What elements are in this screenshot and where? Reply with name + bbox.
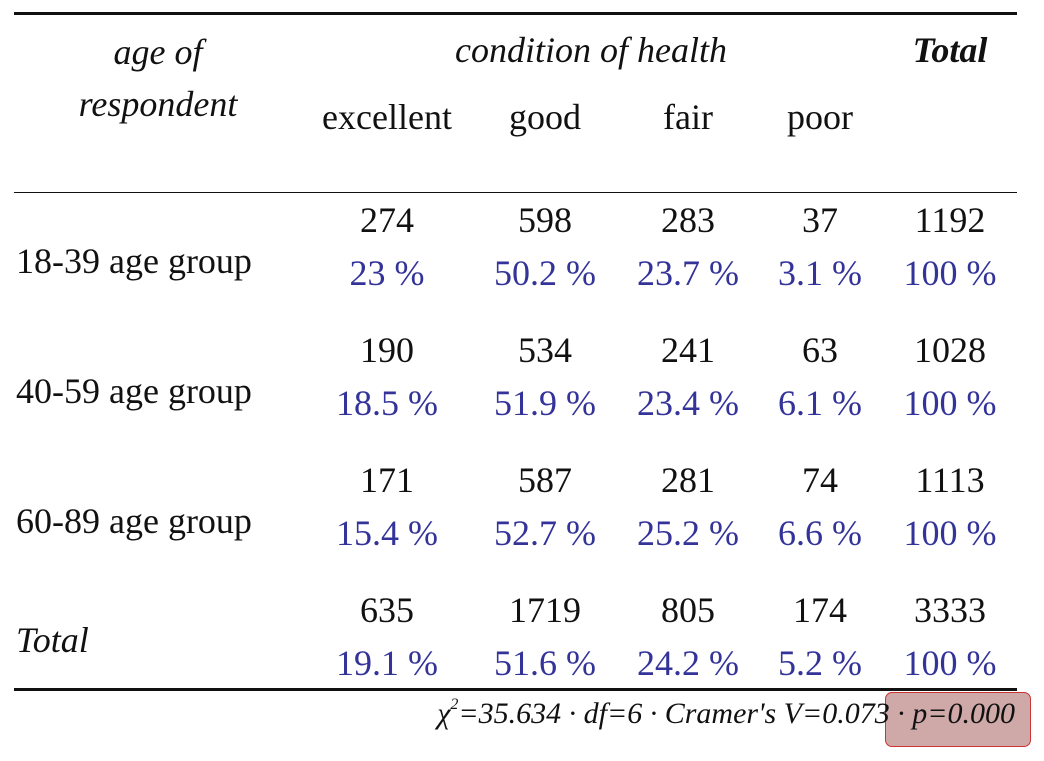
cell-percent: 3.1 % (778, 253, 862, 293)
row-variable-label-line1: age of (113, 32, 203, 72)
cell-count: 283 (661, 200, 715, 240)
cell-percent: 50.2 % (494, 253, 596, 293)
category-header-fair: fair (663, 97, 713, 137)
cell-percent: 6.1 % (778, 383, 862, 423)
header-rule (14, 192, 1017, 193)
cell-count: 281 (661, 460, 715, 500)
cell-count-total: 1028 (914, 330, 986, 370)
chi-square-statistics: χ2=35.634 · df=6 · Cramer's V=0.073 · p=… (437, 697, 1015, 729)
p-value-highlight (885, 692, 1031, 747)
bottom-rule (14, 688, 1017, 691)
cell-percent: 52.7 % (494, 513, 596, 553)
row-label-60-89: 60-89 age group (16, 501, 252, 541)
chi-square-values: =35.634 · df=6 · Cramer's V=0.073 · (458, 697, 913, 730)
cell-percent: 6.6 % (778, 513, 862, 553)
category-header-excellent: excellent (322, 97, 452, 137)
cell-count-total: 3333 (914, 590, 986, 630)
cell-count: 241 (661, 330, 715, 370)
row-label-total: Total (16, 620, 89, 660)
cell-percent-total: 100 % (903, 383, 997, 423)
cell-count: 598 (518, 200, 572, 240)
row-variable-label-line2: respondent (78, 84, 238, 124)
cell-percent: 25.2 % (637, 513, 739, 553)
row-label-18-39: 18-39 age group (16, 241, 252, 281)
chi-superscript: 2 (450, 696, 459, 713)
cell-count: 190 (360, 330, 414, 370)
column-variable-label: condition of health (455, 30, 727, 70)
cell-percent: 18.5 % (336, 383, 438, 423)
cell-count: 171 (360, 460, 414, 500)
cell-count-total: 1113 (915, 460, 985, 500)
cell-count: 1719 (509, 590, 581, 630)
top-rule (14, 12, 1017, 15)
p-value: p=0.000 (912, 697, 1015, 730)
cell-count: 534 (518, 330, 572, 370)
cell-percent-total: 100 % (903, 513, 997, 553)
cell-count: 63 (802, 330, 838, 370)
cell-percent: 15.4 % (336, 513, 438, 553)
total-column-header: Total (912, 30, 988, 70)
cell-count: 74 (802, 460, 838, 500)
cell-percent: 5.2 % (778, 643, 862, 683)
cell-percent: 19.1 % (336, 643, 438, 683)
category-header-poor: poor (787, 97, 853, 137)
cell-count: 174 (793, 590, 847, 630)
cell-count: 274 (360, 200, 414, 240)
cell-count-total: 1192 (914, 200, 986, 240)
cell-percent: 23.7 % (637, 253, 739, 293)
cell-percent: 51.6 % (494, 643, 596, 683)
cell-percent: 23 % (349, 253, 425, 293)
cell-count: 805 (661, 590, 715, 630)
cell-count: 635 (360, 590, 414, 630)
cell-count: 37 (802, 200, 838, 240)
cell-percent-total: 100 % (903, 643, 997, 683)
cell-percent: 51.9 % (494, 383, 596, 423)
cell-percent-total: 100 % (903, 253, 997, 293)
category-header-good: good (509, 97, 581, 137)
chi-symbol: χ (437, 697, 451, 730)
cell-percent: 23.4 % (637, 383, 739, 423)
cell-count: 587 (518, 460, 572, 500)
row-label-40-59: 40-59 age group (16, 371, 252, 411)
cell-percent: 24.2 % (637, 643, 739, 683)
